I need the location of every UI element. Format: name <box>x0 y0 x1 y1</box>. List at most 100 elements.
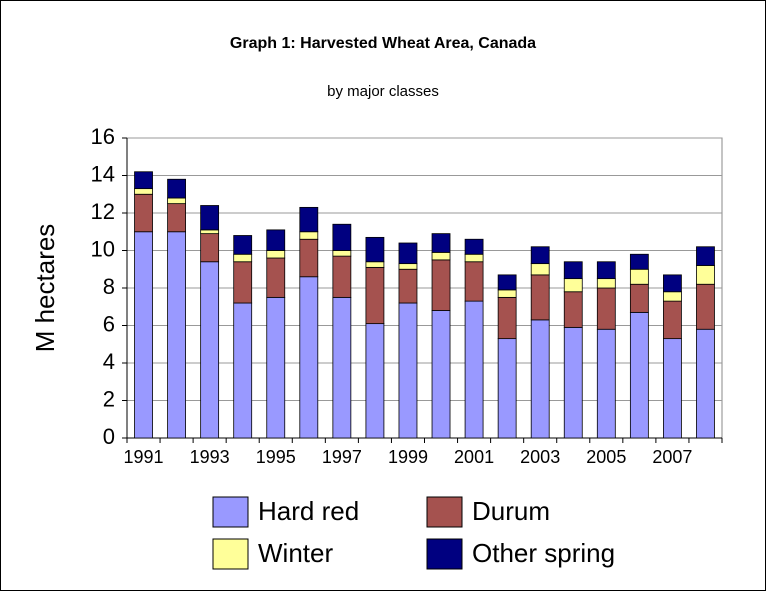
x-tick-label: 1999 <box>388 447 428 467</box>
bar-segment <box>563 326 583 439</box>
bar-segment <box>266 296 286 439</box>
bar-segment <box>365 236 385 263</box>
y-tick-label: 0 <box>103 424 115 449</box>
bar-segment <box>563 278 583 293</box>
bar-segment <box>497 338 517 439</box>
y-tick-label: 4 <box>103 349 115 374</box>
bar-segment <box>134 188 153 195</box>
legend-label: Other spring <box>472 538 615 568</box>
bar-segment <box>332 250 352 257</box>
legend-swatch <box>212 496 249 528</box>
bar-segment <box>233 302 253 439</box>
legend-label: Durum <box>472 496 550 526</box>
bar-segment <box>398 302 418 439</box>
bar-segment <box>200 261 220 439</box>
bar-segment <box>663 338 682 439</box>
bar-segment <box>530 246 550 265</box>
bar-segment <box>365 261 385 268</box>
bar-segment <box>464 261 484 302</box>
bar-segment <box>696 283 715 330</box>
chart-subtitle: by major classes <box>327 83 439 100</box>
bar-segment <box>233 235 253 255</box>
bar-segment <box>299 206 319 233</box>
bar-segment <box>663 291 682 302</box>
bar-segment <box>332 223 352 251</box>
bar-segment <box>431 233 451 253</box>
x-tick-label: 2005 <box>586 447 626 467</box>
bar-segment <box>464 253 484 263</box>
x-tick-label: 1991 <box>124 447 164 467</box>
legend-swatch <box>212 538 249 570</box>
bar-segment <box>696 328 715 439</box>
y-tick-label: 14 <box>91 161 115 186</box>
y-tick-label: 10 <box>91 236 115 261</box>
bar-segment <box>530 274 550 321</box>
bar-segment <box>629 283 649 313</box>
bar-segment <box>663 300 682 340</box>
bar-segment <box>134 171 153 190</box>
legend-swatch <box>426 538 463 570</box>
x-tick-label: 2007 <box>652 447 692 467</box>
bar-segment <box>299 231 319 240</box>
x-tick-label: 2003 <box>520 447 560 467</box>
bar-segment <box>200 233 220 263</box>
bar-segment <box>398 268 418 304</box>
bar-segment <box>464 238 484 255</box>
bar-segment <box>629 253 649 270</box>
x-tick-label: 1993 <box>190 447 230 467</box>
bar-segment <box>696 265 715 285</box>
bar-segment <box>497 274 517 291</box>
bar-segment <box>596 328 616 439</box>
bar-segment <box>563 261 583 280</box>
bar-segment <box>629 268 649 285</box>
bar-segment <box>398 263 418 270</box>
bar-segment <box>596 261 616 280</box>
bar-segment <box>134 231 153 439</box>
x-tick-label: 1997 <box>322 447 362 467</box>
bar-segment <box>398 242 418 265</box>
bar-segment <box>431 259 451 311</box>
bar-segment <box>299 238 319 278</box>
chart-title: Graph 1: Harvested Wheat Area, Canada <box>230 35 536 52</box>
bar-segment <box>696 246 715 266</box>
bar-segment <box>431 251 451 261</box>
bar-segment <box>530 319 550 439</box>
y-axis-label: M hectares <box>30 224 60 353</box>
y-tick-label: 12 <box>91 199 115 224</box>
bar-segment <box>266 229 286 251</box>
bar-segment <box>365 266 385 325</box>
bar-segment <box>563 291 583 328</box>
bar-segment <box>596 278 616 289</box>
bar-segment <box>530 263 550 276</box>
bar-segment <box>663 274 682 293</box>
bar-segment <box>266 250 286 259</box>
bar-segment <box>629 311 649 439</box>
bar-segment <box>365 323 385 439</box>
bar-segment <box>332 255 352 298</box>
legend-swatch <box>426 496 463 528</box>
bar-segment <box>497 289 517 298</box>
bar-segment <box>200 205 220 231</box>
bar-segment <box>332 296 352 439</box>
y-tick-label: 6 <box>103 311 115 336</box>
bar-segment <box>233 261 253 304</box>
y-tick-label: 8 <box>103 274 115 299</box>
bar-segment <box>464 300 484 439</box>
legend-label: Hard red <box>258 496 359 526</box>
bar-segment <box>233 253 253 263</box>
legend-label: Winter <box>258 538 333 568</box>
bar-segment <box>299 276 319 439</box>
bar-segment <box>431 310 451 439</box>
bar-segment <box>167 178 186 199</box>
bar-segment <box>266 257 286 298</box>
bar-segment <box>167 231 186 439</box>
y-tick-label: 2 <box>103 386 115 411</box>
x-tick-label: 2001 <box>454 447 494 467</box>
x-tick-label: 1995 <box>256 447 296 467</box>
bar-segment <box>200 229 220 235</box>
bar-segment <box>497 296 517 340</box>
bar-segment <box>167 197 186 205</box>
bar-segment <box>167 203 186 233</box>
y-tick-label: 16 <box>91 124 115 149</box>
